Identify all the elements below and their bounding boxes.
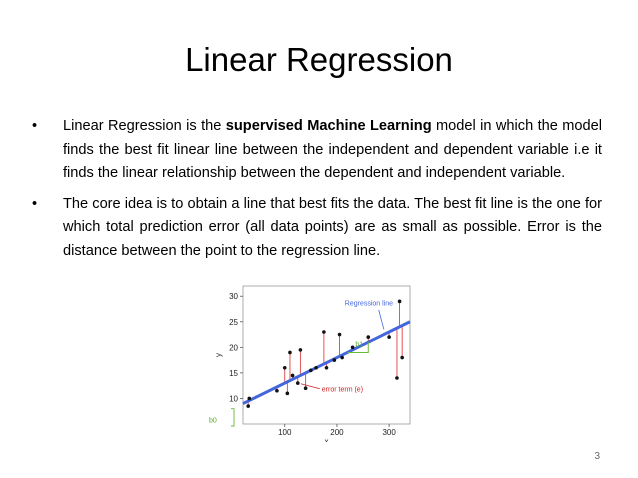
bullet-list: • Linear Regression is the supervised Ma… bbox=[32, 115, 602, 270]
x-tick-label: 200 bbox=[330, 428, 344, 437]
regression-chart: 10 15 20 25 30 100 200 300 x y b1 b0 error term (e) R… bbox=[209, 285, 411, 442]
data-point bbox=[290, 373, 295, 378]
x-tick-label: 100 bbox=[278, 428, 292, 437]
data-point bbox=[303, 386, 308, 391]
regression-line-label: Regression line bbox=[345, 300, 393, 307]
y-tick-label: 10 bbox=[229, 394, 238, 403]
error-term-label: error term (e) bbox=[322, 387, 363, 394]
bullet-marker: • bbox=[32, 118, 38, 134]
regression-label-arrow bbox=[378, 309, 385, 330]
b1-label: b1 bbox=[355, 341, 363, 348]
y-tick-label: 20 bbox=[229, 343, 238, 352]
data-point bbox=[298, 348, 303, 352]
bullet-item: • Linear Regression is the supervised Ma… bbox=[32, 115, 602, 186]
data-point bbox=[314, 365, 318, 370]
data-point bbox=[275, 388, 279, 393]
data-point bbox=[395, 376, 399, 380]
data-point bbox=[397, 299, 402, 304]
slope-triangle bbox=[347, 342, 369, 353]
bullet-text: The core idea is to obtain a line that b… bbox=[63, 195, 602, 259]
data-point bbox=[350, 345, 355, 350]
data-point bbox=[322, 330, 326, 334]
y-tick-label: 25 bbox=[229, 318, 238, 327]
bullet-text-post: model in which the model finds the best … bbox=[63, 118, 603, 181]
bullet-text-bold: supervised Machine Learning bbox=[225, 118, 432, 134]
bullet-item: • The core idea is to obtain a line that… bbox=[32, 193, 602, 264]
data-point bbox=[340, 355, 344, 360]
x-tick-label: 300 bbox=[382, 428, 396, 437]
data-point bbox=[324, 365, 329, 370]
y-tick-label: 15 bbox=[229, 369, 238, 378]
data-point bbox=[332, 358, 337, 362]
page-number: 3 bbox=[594, 451, 600, 462]
data-point bbox=[247, 396, 252, 401]
b0-label: b0 bbox=[209, 418, 217, 425]
plot-frame bbox=[242, 285, 411, 425]
data-point bbox=[309, 368, 313, 373]
bullet-text-pre: Linear Regression is the bbox=[63, 118, 226, 134]
data-point bbox=[366, 335, 371, 339]
data-point bbox=[400, 355, 404, 360]
regression-line bbox=[242, 320, 411, 405]
bullet-marker: • bbox=[32, 195, 38, 212]
slide-title: Linear Regression bbox=[185, 41, 453, 78]
error-arrow bbox=[300, 383, 320, 390]
data-point bbox=[282, 365, 287, 370]
b0-bracket bbox=[231, 408, 235, 427]
data-point bbox=[337, 332, 342, 337]
y-tick-label: 30 bbox=[229, 292, 238, 301]
data-point bbox=[288, 350, 292, 355]
x-axis-label: x bbox=[325, 437, 329, 442]
data-point bbox=[285, 391, 290, 396]
data-point bbox=[295, 381, 300, 385]
y-axis-label: y bbox=[214, 353, 223, 357]
data-point bbox=[246, 404, 251, 408]
data-point bbox=[387, 335, 391, 339]
